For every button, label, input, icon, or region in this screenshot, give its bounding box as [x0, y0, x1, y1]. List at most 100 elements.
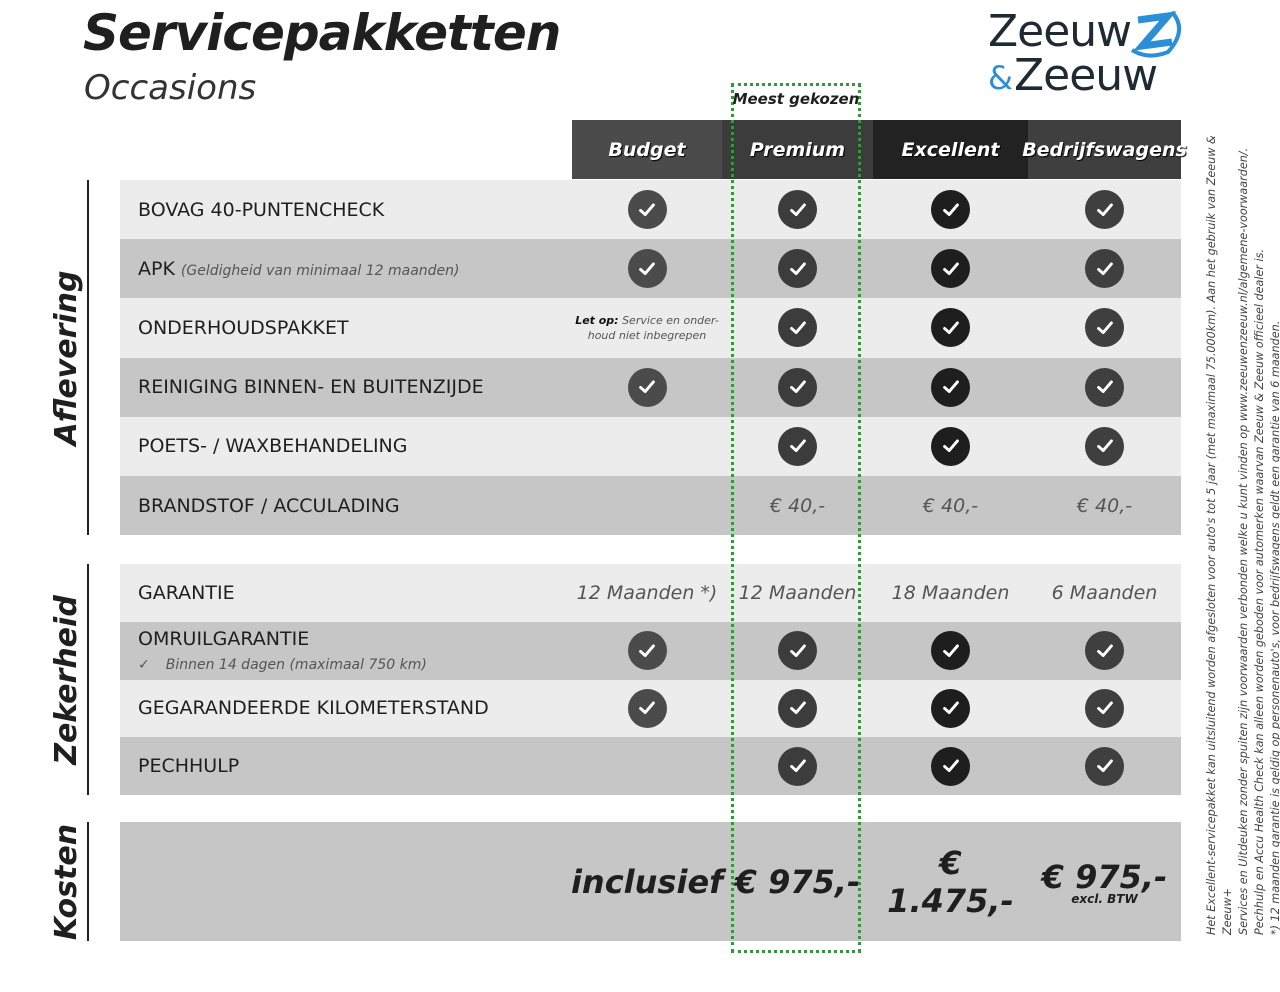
row-label: GARANTIE	[138, 582, 235, 604]
check-icon	[778, 367, 817, 407]
cell-budget	[572, 358, 722, 417]
table-row: GARANTIE 12 Maanden *) 12 Maanden 18 Maande…	[120, 564, 1181, 622]
row-label-text: GEGARANDEERDE KILOMETERSTAND	[138, 697, 489, 720]
row-label-text: ONDERHOUDSPAKKET	[138, 316, 349, 339]
logo-z-swoosh-icon	[1130, 10, 1181, 58]
cell-bedrijfswagens	[1028, 180, 1181, 239]
cell-excellent	[873, 180, 1028, 239]
price-premium: € 975,-	[722, 822, 873, 941]
row-sublabel: ✓ Binnen 14 dagen (maximaal 750 km)	[138, 657, 427, 673]
cell-excellent	[873, 358, 1028, 417]
cell-bedrijfswagens	[1028, 680, 1181, 738]
row-label: BOVAG 40-PUNTENCHECK	[138, 199, 384, 221]
check-icon	[627, 249, 667, 289]
cell-budget	[572, 737, 722, 795]
cell-excellent: 18 Maanden	[873, 564, 1028, 622]
check-icon	[778, 688, 817, 728]
footnotes: Het Excellent-servicepakket kan uitsluit…	[1204, 115, 1280, 935]
check-icon	[778, 308, 817, 348]
table-row: BOVAG 40-PUNTENCHECK	[120, 180, 1181, 240]
row-label-sub: (Geldigheid van minimaal 12 maanden)	[180, 262, 460, 279]
cell-bedrijfswagens	[1028, 417, 1181, 476]
cell-excellent	[873, 298, 1028, 357]
check-icon	[1085, 308, 1124, 348]
page-title: Servicepakketten	[83, 4, 561, 62]
costs-row: inclusief € 975,- € 1.475,- € 975,- excl. BT…	[120, 822, 1181, 941]
cell-bedrijfswagens	[1028, 358, 1181, 417]
column-header-excellent: Excellent	[873, 120, 1028, 179]
cell-value: € 40,-	[769, 494, 826, 517]
section-label-zekerheid: Zekerheid	[49, 594, 84, 765]
check-icon	[778, 190, 817, 230]
cell-bedrijfswagens	[1028, 622, 1181, 680]
price-value: inclusief	[570, 862, 724, 901]
cell-value: 6 Maanden	[1051, 581, 1158, 604]
check-icon	[1085, 367, 1124, 407]
column-header-bedrijfswagens: Bedrijfswagens	[1022, 120, 1187, 179]
cell-premium	[722, 180, 873, 239]
price-note: excl. BTW	[1071, 891, 1138, 906]
row-label: APK (Geldigheid van minimaal 12 maanden)	[138, 258, 460, 280]
row-label: ONDERHOUDSPAKKET	[138, 317, 349, 339]
check-icon	[627, 688, 667, 728]
cell-budget	[572, 417, 722, 476]
check-icon	[1085, 688, 1124, 728]
cell-bedrijfswagens	[1028, 737, 1181, 795]
section-divider	[87, 564, 89, 795]
row-label-text: POETS- / WAXBEHANDELING	[138, 435, 408, 458]
cell-budget: Let op: Service en onder-houd niet inbeg…	[572, 298, 722, 357]
price-value: € 975,-	[734, 862, 861, 901]
cell-premium	[722, 417, 873, 476]
cell-bedrijfswagens	[1028, 239, 1181, 298]
cell-value: € 40,-	[922, 494, 979, 517]
logo-text-1: Zeeuw	[988, 6, 1132, 57]
cell-budget	[572, 622, 722, 680]
row-sublabel-text: Binnen 14 dagen (maximaal 750 km)	[165, 656, 427, 673]
check-icon	[778, 426, 817, 466]
logo-text-2: Zeeuw	[1014, 50, 1158, 101]
cell-value: 12 Maanden *)	[576, 581, 718, 604]
cell-excellent	[873, 680, 1028, 738]
row-label-text: BOVAG 40-PUNTENCHECK	[138, 198, 385, 221]
check-icon	[931, 631, 970, 671]
check-icon	[778, 746, 817, 786]
zeeuw-logo: Zeeuw & Zeeuw	[988, 8, 1188, 100]
table-row: GEGARANDEERDE KILOMETERSTAND	[120, 679, 1181, 738]
check-icon	[931, 190, 970, 230]
cell-value: 12 Maanden	[738, 581, 857, 604]
table-row: PECHHULP	[120, 737, 1181, 796]
page-subtitle: Occasions	[84, 68, 257, 108]
cell-premium	[722, 298, 873, 357]
check-icon	[778, 249, 817, 289]
row-label-text: PECHHULP	[138, 755, 240, 778]
section-divider	[87, 180, 89, 535]
note-bold: Let op:	[575, 313, 619, 327]
cell-budget	[572, 476, 722, 535]
price-value: € 1.475,-	[887, 843, 1014, 920]
row-label-text: GARANTIE	[138, 581, 235, 604]
price-value: € 975,-	[1041, 857, 1168, 896]
check-icon	[931, 426, 970, 466]
check-icon	[1085, 249, 1124, 289]
cell-bedrijfswagens: 6 Maanden	[1028, 564, 1181, 622]
check-icon	[1085, 631, 1124, 671]
table-row: POETS- / WAXBEHANDELING	[120, 416, 1181, 476]
cell-budget: 12 Maanden *)	[572, 564, 722, 622]
table-row: APK (Geldigheid van minimaal 12 maanden)	[120, 239, 1181, 299]
cell-premium	[722, 358, 873, 417]
service-note: Let op: Service en onder-houd niet inbeg…	[572, 313, 722, 343]
row-label-text: REINIGING BINNEN- EN BUITENZIJDE	[138, 376, 484, 399]
table-row: ONDERHOUDSPAKKET Let op: Service en onder…	[120, 298, 1181, 358]
table-row: REINIGING BINNEN- EN BUITENZIJDE	[120, 357, 1181, 417]
cell-premium	[722, 737, 873, 795]
check-icon	[931, 746, 970, 786]
cell-bedrijfswagens	[1028, 298, 1181, 357]
cell-value: € 40,-	[1076, 494, 1133, 517]
checkmark-icon: ✓	[138, 656, 150, 673]
row-label: POETS- / WAXBEHANDELING	[138, 435, 407, 457]
note-text: Service en onder-houd niet inbegrepen	[587, 313, 719, 342]
column-header-premium: Premium	[722, 120, 873, 179]
cell-excellent	[873, 622, 1028, 680]
cell-excellent	[873, 417, 1028, 476]
logo-ampersand: &	[988, 59, 1013, 97]
